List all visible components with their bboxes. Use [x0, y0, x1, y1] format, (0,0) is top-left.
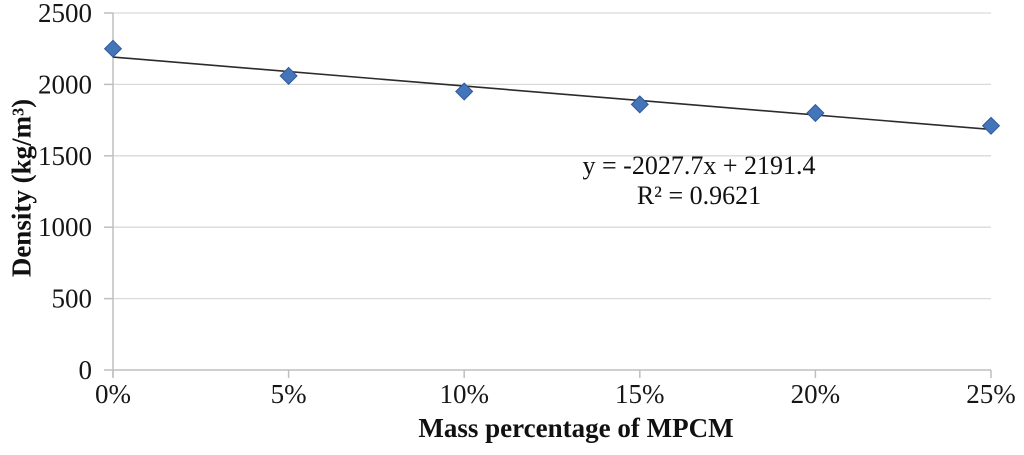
trendline	[112, 56, 992, 131]
y-tick-label: 1000	[38, 212, 92, 242]
trendline-equation: y = -2027.7x + 2191.4	[582, 151, 816, 180]
y-tick-label: 1500	[38, 141, 92, 171]
data-point-marker	[806, 103, 825, 123]
data-point-marker	[455, 82, 474, 101]
data-point-marker	[630, 95, 649, 114]
y-tick-label: 2000	[38, 69, 92, 99]
x-tick-label: 25%	[966, 379, 1016, 409]
x-tick-label: 20%	[791, 379, 841, 409]
y-axis-title: Density (kg/m³)	[6, 98, 37, 278]
x-tick-label: 0%	[95, 379, 131, 409]
y-tick-label: 500	[52, 284, 93, 314]
data-point-marker	[103, 39, 123, 58]
data-point-marker	[981, 116, 1001, 135]
y-tick-label: 2500	[38, 0, 92, 28]
x-tick-label: 10%	[439, 379, 489, 409]
trendline-r-squared: R² = 0.9621	[636, 181, 762, 210]
x-tick-label: 5%	[271, 379, 307, 409]
trendline-annotation: y = -2027.7x + 2191.4 R² = 0.9621	[583, 151, 816, 211]
x-axis-title: Mass percentage of MPCM	[418, 413, 734, 443]
x-tick-label: 15%	[615, 379, 665, 409]
data-point-marker	[279, 66, 298, 85]
y-tick-label: 0	[79, 355, 93, 385]
